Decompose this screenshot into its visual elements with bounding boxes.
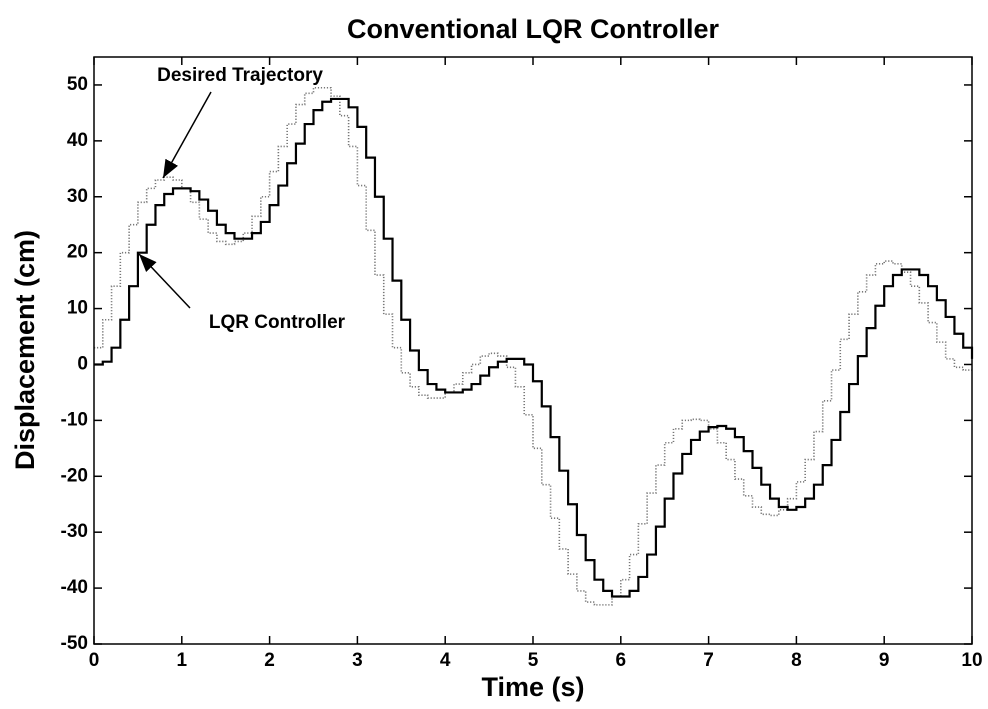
x-tick-label: 4 xyxy=(440,650,451,671)
annotation: LQR Controller xyxy=(209,312,346,333)
x-axis-label: Time (s) xyxy=(481,672,584,702)
x-tick-label: 5 xyxy=(528,650,539,671)
annotation: Desired Trajectory xyxy=(157,65,323,86)
plot-frame xyxy=(93,56,973,645)
y-axis-label: Displacement (cm) xyxy=(10,230,40,470)
x-tick-label: 7 xyxy=(703,650,714,671)
y-tick-label: -20 xyxy=(61,465,88,486)
y-tick-label: -40 xyxy=(61,577,88,598)
x-tick-label: 3 xyxy=(352,650,363,671)
x-tick-label: 8 xyxy=(791,650,802,671)
chart-title: Conventional LQR Controller xyxy=(347,14,719,44)
y-tick-label: 30 xyxy=(67,186,88,207)
x-tick-label: 10 xyxy=(961,650,982,671)
x-tick-label: 0 xyxy=(89,650,100,671)
x-tick-label: 1 xyxy=(177,650,188,671)
series-line xyxy=(94,97,974,598)
y-tick-label: 50 xyxy=(67,74,88,95)
y-tick-label: -10 xyxy=(61,409,88,430)
y-tick-label: 40 xyxy=(67,130,88,151)
x-tick-label: 2 xyxy=(264,650,275,671)
x-tick-label: 6 xyxy=(616,650,627,671)
annotation-arrow xyxy=(138,253,191,309)
y-tick-label: 0 xyxy=(77,353,88,374)
x-tick-label: 9 xyxy=(879,650,890,671)
y-tick-label: -50 xyxy=(61,633,88,654)
y-tick-label: 20 xyxy=(67,242,88,263)
annotation-arrow xyxy=(162,91,212,179)
y-tick-label: 10 xyxy=(67,298,88,319)
series-line xyxy=(94,86,972,606)
y-tick-label: -30 xyxy=(61,521,88,542)
